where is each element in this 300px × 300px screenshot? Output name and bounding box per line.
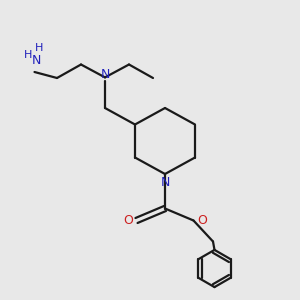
Text: N: N [100, 68, 110, 81]
Text: N: N [160, 176, 170, 188]
Text: O: O [197, 214, 207, 227]
Text: O: O [123, 214, 133, 227]
Text: H: H [24, 50, 33, 61]
Text: H: H [35, 43, 43, 53]
Text: N: N [31, 53, 41, 67]
